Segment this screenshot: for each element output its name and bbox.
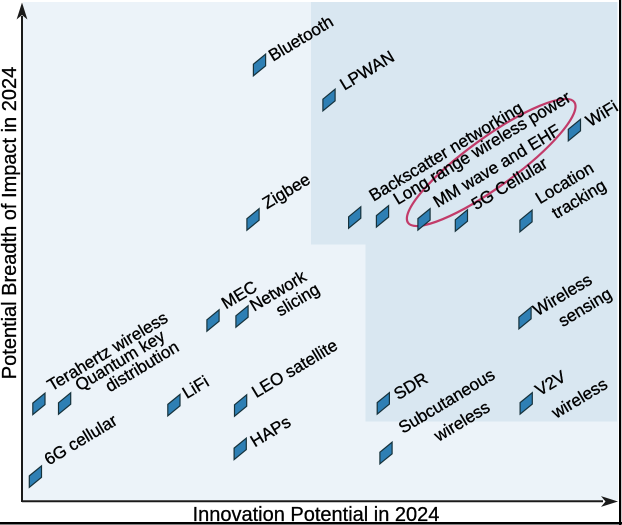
svg-text:Innovation Potential in 2024: Innovation Potential in 2024 [193, 504, 440, 525]
svg-text:Potential Breadth of Impact in: Potential Breadth of Impact in 2024 [0, 67, 21, 379]
